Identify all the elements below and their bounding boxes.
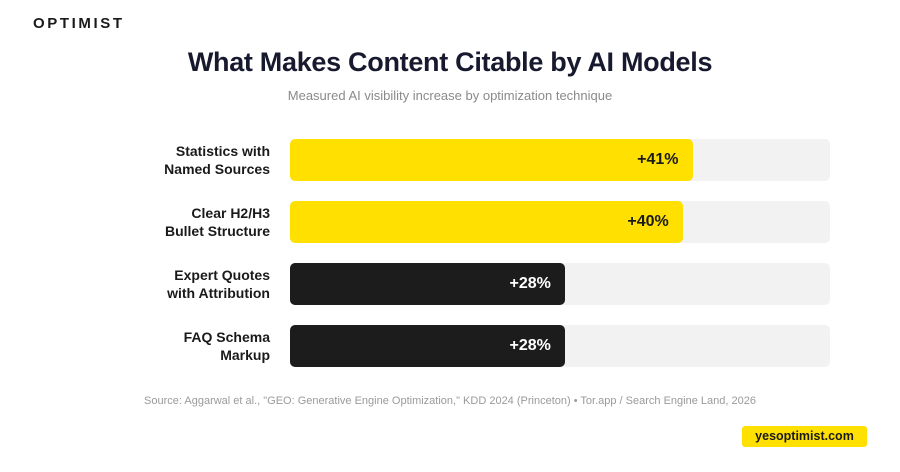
source-note: Source: Aggarwal et al., "GEO: Generativ… xyxy=(144,395,756,407)
chart-title: What Makes Content Citable by AI Models xyxy=(187,47,713,77)
chart-subtitle: Measured AI visibility increase by optim… xyxy=(287,88,613,103)
category-label: Expert Quotes with Attribution xyxy=(167,267,270,301)
value-label: +40% xyxy=(627,213,669,230)
brand-logo: OPTIMIST xyxy=(33,15,125,32)
bar xyxy=(290,263,565,305)
bar xyxy=(290,325,565,367)
category-label: Clear H2/H3 Bullet Structure xyxy=(164,205,270,239)
website-badge[interactable]: yesoptimist.com xyxy=(742,426,867,447)
value-label: +28% xyxy=(509,337,551,354)
bar xyxy=(290,139,693,181)
value-label: +41% xyxy=(637,151,679,168)
value-label: +28% xyxy=(509,275,551,292)
category-label: FAQ Schema Markup xyxy=(183,329,270,363)
category-label: Statistics with Named Sources xyxy=(164,143,270,177)
bar xyxy=(290,201,683,243)
